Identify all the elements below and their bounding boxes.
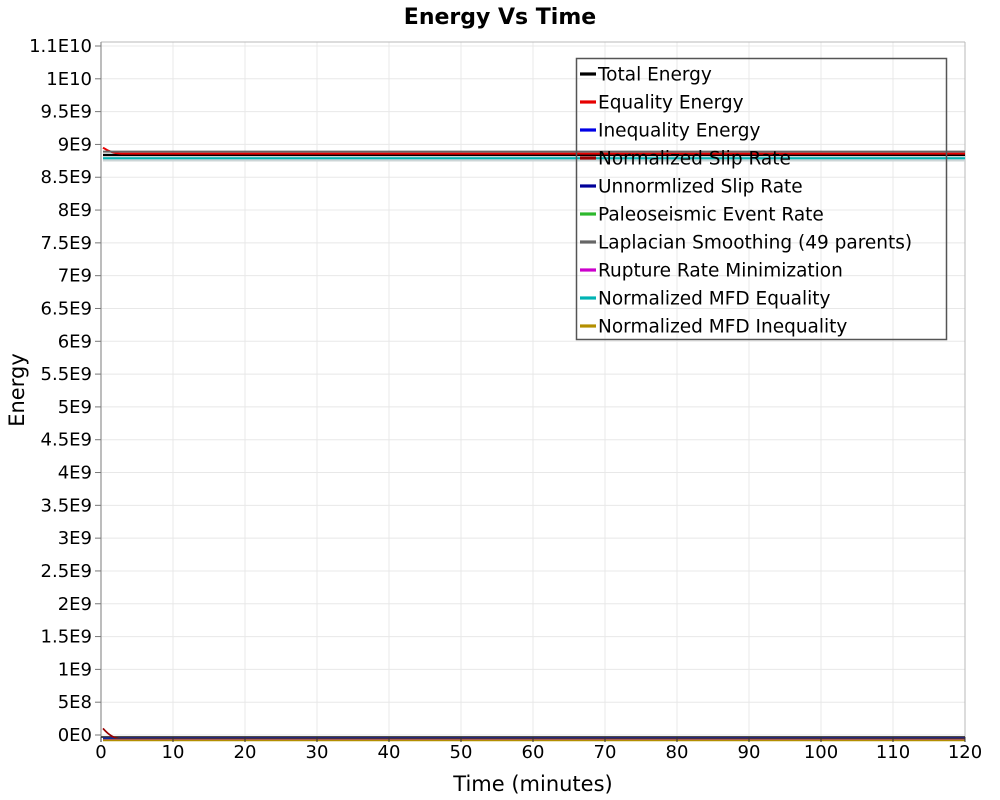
y-tick-label: 6E9 [58,331,92,352]
legend-label: Inequality Energy [598,121,761,142]
y-tick-label: 3E9 [58,528,92,549]
y-tick-label: 5E9 [58,397,92,418]
y-tick-label: 7E9 [58,266,92,287]
x-tick-label: 40 [378,742,401,763]
legend-item: Unnormlized Slip Rate [580,177,803,198]
x-tick-label: 50 [450,742,473,763]
x-axis-title: Time (minutes) [452,772,612,796]
gridlines [100,42,966,737]
y-tick-label: 1E9 [58,659,92,680]
x-axis-ticks: 0 10 20 30 40 50 60 70 80 90 100 110 120 [95,737,982,763]
legend-label: Normalized MFD Inequality [598,317,847,338]
legend-item: Paleoseismic Event Rate [580,205,824,226]
y-axis-title: Energy [5,353,29,427]
legend-item: Rupture Rate Minimization [580,261,843,282]
legend-item: Laplacian Smoothing (49 parents) [580,233,912,254]
legend-label: Equality Energy [598,93,744,114]
legend-item: Equality Energy [580,93,744,114]
y-tick-label: 8.5E9 [41,167,92,188]
x-tick-label: 60 [522,742,545,763]
x-tick-label: 80 [666,742,689,763]
legend-item: Normalized MFD Equality [580,289,831,310]
x-tick-label: 20 [234,742,257,763]
legend: Total Energy Equality Energy Inequality En… [575,57,948,341]
x-tick-label: 0 [95,742,106,763]
y-tick-label: 4E9 [58,463,92,484]
legend-label: Total Energy [597,65,712,86]
x-tick-label: 110 [876,742,910,763]
legend-item: Inequality Energy [580,121,761,142]
chart-title: Energy Vs Time [404,5,596,30]
y-tick-label: 6.5E9 [41,298,92,319]
y-tick-label: 5E8 [58,692,92,713]
y-tick-label: 1.5E9 [41,627,92,648]
y-tick-label: 7.5E9 [41,233,92,254]
y-tick-label: 0E0 [58,725,92,746]
y-tick-label: 2.5E9 [41,561,92,582]
y-tick-label: 1.1E10 [29,36,92,57]
x-tick-label: 120 [948,742,982,763]
x-tick-label: 90 [738,742,761,763]
legend-label: Unnormlized Slip Rate [598,177,803,198]
legend-item: Normalized MFD Inequality [580,317,847,338]
x-tick-label: 30 [306,742,329,763]
y-tick-label: 4.5E9 [41,430,92,451]
legend-label: Rupture Rate Minimization [598,261,843,282]
y-tick-label: 9.5E9 [41,102,92,123]
x-tick-label: 70 [594,742,617,763]
y-tick-label: 5.5E9 [41,364,92,385]
legend-item: Normalized Slip Rate [580,149,791,170]
legend-label: Paleoseismic Event Rate [598,205,824,226]
legend-label: Normalized Slip Rate [598,149,791,170]
y-tick-label: 8E9 [58,200,92,221]
y-tick-label: 9E9 [58,134,92,155]
x-tick-label: 100 [804,742,838,763]
y-tick-label: 1E10 [46,69,92,90]
legend-box [575,57,948,341]
y-axis-ticks: 1.1E10 1E10 9.5E9 9E9 8.5E9 8E9 7.5E9 7E9 6.5E9 6… [29,36,101,746]
y-tick-label: 3.5E9 [41,495,92,516]
legend-label: Normalized MFD Equality [598,289,831,310]
legend-item: Total Energy [580,65,712,86]
legend-label: Laplacian Smoothing (49 parents) [598,233,912,254]
x-tick-label: 10 [162,742,185,763]
y-tick-label: 2E9 [58,594,92,615]
